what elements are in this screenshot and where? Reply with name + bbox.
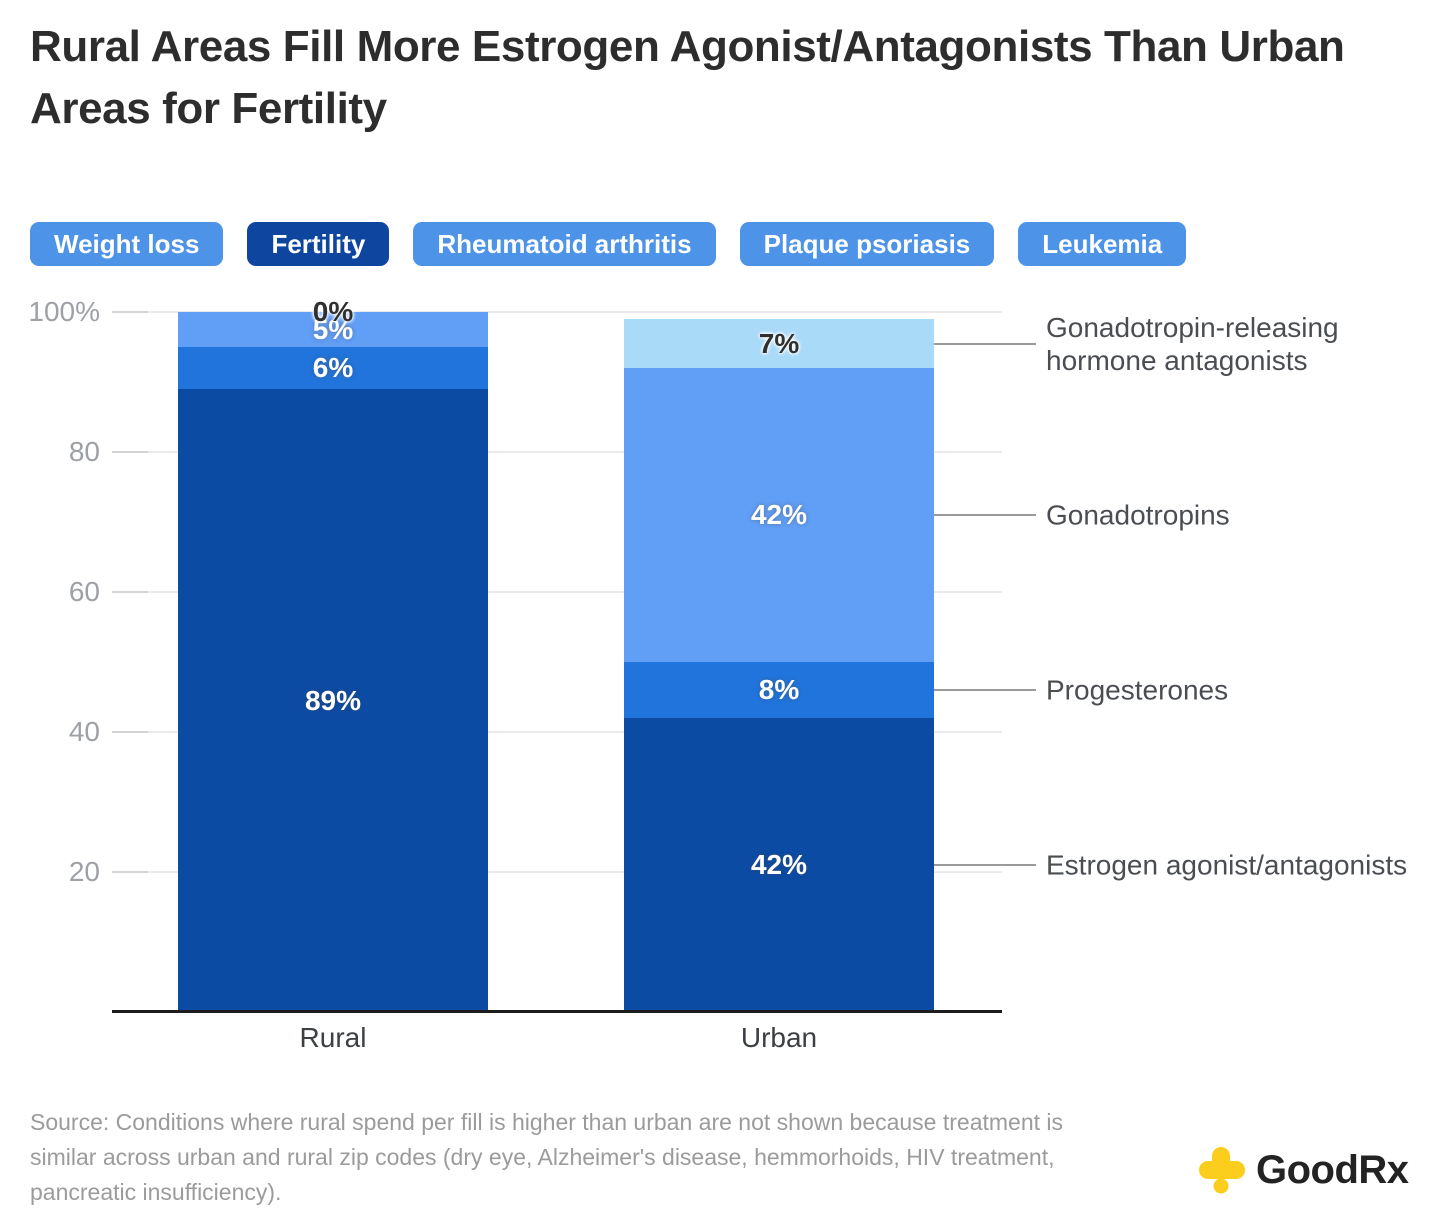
bar-segment-urban-gonadotropin-releasing-hormone-antagonists: [624, 319, 934, 368]
y-axis-tick: [112, 871, 148, 873]
tab-fertility[interactable]: Fertility: [247, 222, 390, 266]
bar-segment-rural-gonadotropins: [178, 312, 488, 347]
legend-label-gonadotropin-releasing-hormone-antagonists: Gonadotropin-releasing hormone antagonis…: [1046, 311, 1339, 376]
y-axis-tick-label: 100%: [28, 296, 100, 327]
bar-value-label: 5%: [312, 313, 354, 345]
bar-value-label: 8%: [758, 674, 800, 705]
tab-rheumatoid-arthritis[interactable]: Rheumatoid arthritis: [413, 222, 716, 266]
legend-connector-line: [934, 689, 1036, 691]
goodrx-wordmark: GoodRx: [1256, 1147, 1409, 1192]
bar-segment-urban-gonadotropins: [624, 368, 934, 662]
tab-plaque-psoriasis[interactable]: Plaque psoriasis: [739, 222, 995, 266]
goodrx-cross-icon: [1199, 1147, 1245, 1194]
bar-segment-urban-progesterones: [624, 662, 934, 718]
x-axis-category-label: Rural: [299, 1022, 367, 1053]
chart-title: Rural Areas Fill More Estrogen Agonist/A…: [30, 22, 1345, 133]
legend-label-gonadotropins: Gonadotropins: [1046, 499, 1230, 531]
x-axis-line: [112, 1010, 1002, 1013]
x-axis-category-label: Urban: [740, 1022, 818, 1053]
bar-value-label: 7%: [758, 327, 800, 359]
gridline: [112, 591, 1002, 593]
bar-value-label: 6%: [312, 352, 354, 383]
bar-value-label: 42%: [750, 499, 808, 530]
bar-segment-rural-progesterones: [178, 347, 488, 389]
legend-connector-line: [934, 864, 1036, 866]
y-axis-tick-label: 20: [68, 856, 100, 887]
y-axis-tick: [112, 731, 148, 733]
gridline: [112, 311, 1002, 313]
legend-connector-line: [934, 342, 1036, 345]
y-axis-tick-label: 80: [68, 436, 100, 467]
y-axis-tick: [112, 311, 148, 313]
tab-leukemia[interactable]: Leukemia: [1018, 222, 1187, 266]
y-axis-tick: [112, 591, 148, 593]
source-note: Source: Conditions where rural spend per…: [30, 1109, 1064, 1205]
bar-segment-rural-estrogen-agonist-antagonists: [178, 389, 488, 1012]
legend-label-progesterones: Progesterones: [1046, 674, 1229, 706]
bar-value-label: 42%: [750, 849, 808, 880]
y-axis-tick-label: 60: [68, 576, 100, 607]
legend-connector-line: [934, 514, 1036, 516]
bar-segment-urban-estrogen-agonist-antagonists: [624, 718, 934, 1012]
legend-label-estrogen-agonist-antagonists: Estrogen agonist/antagonists: [1046, 849, 1408, 881]
condition-tabs: Weight loss Fertility Rheumatoid arthritis…: [30, 222, 1187, 266]
gridline: [112, 451, 1002, 453]
tab-weight-loss[interactable]: Weight loss: [30, 222, 224, 266]
gridline: [112, 871, 1002, 873]
bar-value-label: 0%: [312, 296, 354, 327]
goodrx-logo: GoodRx: [1198, 1142, 1409, 1198]
y-axis-tick: [112, 451, 148, 453]
y-axis-tick-label: 40: [68, 716, 100, 747]
bar-value-label: 89%: [304, 684, 362, 716]
gridline: [112, 731, 1002, 733]
